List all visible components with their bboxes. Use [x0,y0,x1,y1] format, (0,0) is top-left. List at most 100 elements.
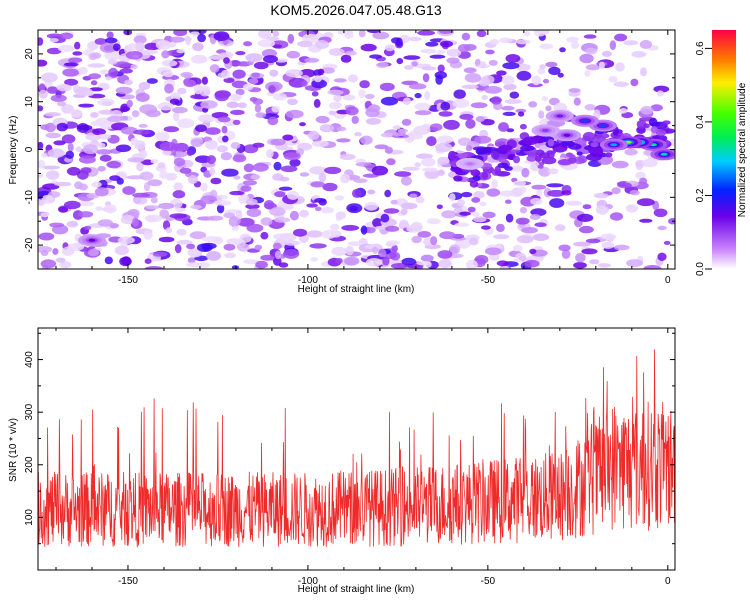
spectrogram-cell [561,190,572,196]
spectrogram-cell [446,57,460,64]
spectrogram-cell [100,207,114,212]
spectrogram-cell [464,73,482,83]
spectrogram-cell [581,248,598,255]
x-tick-label: -150 [118,275,138,286]
spectrogram-cell [340,54,352,63]
spectrogram-cell [425,261,432,268]
spectrogram-cell [99,154,112,162]
spectrogram-cell [152,251,168,257]
colorbar-label: Normalized spectral amplitude [737,82,748,217]
spectrogram-cell [56,84,72,92]
spectrogram-cell [263,200,275,210]
spectrogram-cell [278,262,289,268]
spectrogram-cell [243,259,260,265]
spectrogram-cell [571,41,579,49]
spectrogram-cell [413,125,431,135]
spectrogram-cell [426,136,437,147]
spectrogram-cell [97,165,106,172]
spectrogram-cell [289,210,299,221]
spectrogram-cell [415,153,433,159]
spectrogram-cell [235,51,246,56]
spectrogram-cell [91,52,102,59]
spectrogram-cell [328,102,342,110]
spectrogram-cell [600,233,617,240]
spectrogram-cell [360,135,373,145]
spectrogram-cell [67,243,85,251]
spectrogram-cell [105,37,118,44]
spectrogram-cell [78,155,96,164]
spectrogram-cell [210,177,222,185]
spectrogram-cell [479,201,487,207]
spectrogram-cell [402,97,411,105]
spectrogram-cell [245,203,260,210]
spectrogram-cell [585,47,598,55]
spectrogram-cell [232,69,246,79]
spectrogram-cell [187,175,199,184]
spectrogram-cell [90,112,99,118]
spectrogram-cell [402,166,420,171]
spectrogram-cell [38,105,44,112]
snr-x-label: Height of straight line (km) [298,584,415,595]
spectrogram-cell [384,146,393,154]
spectrogram-cell [484,146,492,154]
spectrogram-cell [467,206,476,213]
spectrogram-cell [311,91,319,97]
spectrogram-cell [196,243,213,253]
spectrogram-cell [653,85,670,93]
spectrogram-cell [254,244,263,251]
spectrogram-cell [470,102,488,109]
spectrogram-cell [452,98,470,108]
spectrogram-cell [472,175,481,182]
spectrogram-cell [187,257,196,264]
spectrogram-cell [38,173,44,178]
spectrogram-cell [372,218,383,228]
spectrogram-cell [601,241,615,249]
spectrogram-cell [496,260,509,267]
spectrogram-cell [449,193,456,202]
spectrogram-cell [531,184,547,190]
spectrogram-cell [223,243,236,251]
spectrogram-cell [496,70,507,76]
spectrogram-cell [546,183,564,188]
spectrogram-cell [324,166,342,175]
spectrogram-cell [539,64,546,70]
spectrogram-cell [519,123,527,130]
spectrogram-cell [40,124,50,130]
spectrogram-cell [532,233,550,241]
spectrogram-cell [215,92,229,102]
spectrogram-cell [222,135,229,143]
spectrogram-cell [609,40,617,51]
spectrogram-cell [430,236,438,246]
spectrogram-cell [663,240,671,245]
spectrogram-cell [575,253,586,263]
spectrogram-cell [465,145,473,152]
spectrogram-cell [243,41,253,47]
spectrogram-cell [115,86,133,95]
spectrogram-cell [64,78,79,86]
spectrogram-cell [481,225,491,230]
spectrogram-cell [538,110,545,119]
spectrogram-cell [83,225,92,231]
spectrogram-cell [46,47,62,55]
spectrogram-cell [289,158,301,167]
spectrogram-cell [232,119,241,125]
spectrogram-cell [509,91,520,99]
spectrogram-cell [344,32,354,39]
spectrogram-cell [127,42,137,52]
spectrogram-cell [260,231,269,240]
spectrogram-cell [217,116,231,123]
spectrogram-cell [173,30,188,37]
spectrogram-cell [209,167,216,176]
spectrogram-cell [340,173,350,184]
spectrogram-cell [157,102,174,111]
spectrogram-cell [414,92,422,99]
spectrogram-cell [236,209,243,220]
spectrogram-cell [401,175,412,186]
spectrogram-cell [146,215,157,223]
spectrogram-cell [415,196,425,204]
spectrogram-cell [270,138,286,146]
spectrogram-cell [66,220,79,228]
spectrogram-cell [147,179,163,187]
spectrogram-cell [582,131,596,142]
spectrogram-x-ticks: -150 -100 -50 0 [55,30,671,286]
